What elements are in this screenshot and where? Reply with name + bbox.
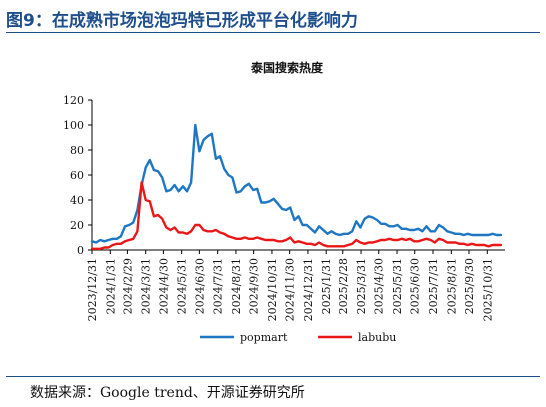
legend: popmart labubu xyxy=(200,331,396,344)
line-chart: 泰国搜索热度 0 20 40 60 80 100 120 2023/12/31 2024/1/3… xyxy=(63,60,505,344)
x-tick-label: 2025/4/30 xyxy=(373,258,386,314)
x-tick-label: 2025/6/30 xyxy=(409,258,422,314)
legend-label-popmart: popmart xyxy=(240,331,288,344)
x-tick-label: 2024/1/31 xyxy=(104,258,117,314)
x-tick-label: 2025/7/31 xyxy=(427,258,440,314)
y-tick-label: 80 xyxy=(70,144,84,157)
y-tick-label: 60 xyxy=(70,169,84,182)
x-tick-label: 2025/9/30 xyxy=(463,258,476,314)
x-tick-label: 2023/12/31 xyxy=(86,258,99,321)
x-tick-label: 2024/4/30 xyxy=(157,258,170,314)
y-tick-label: 100 xyxy=(63,119,84,132)
figure-title: 图9：在成熟市场泡泡玛特已形成平台化影响力 xyxy=(6,11,358,31)
x-tick-label: 2025/2/28 xyxy=(337,258,350,314)
series-lines xyxy=(90,123,503,251)
x-tick-label: 2024/10/31 xyxy=(266,258,279,321)
x-tick-label: 2024/11/30 xyxy=(284,258,297,321)
x-tick-label: 2024/7/31 xyxy=(212,258,225,314)
series-line-popmart xyxy=(90,123,503,244)
x-tick-label: 2024/12/31 xyxy=(302,258,315,321)
y-tick-label: 40 xyxy=(70,194,84,207)
x-tick-label: 2024/5/31 xyxy=(176,258,189,314)
x-tick-label: 2024/2/29 xyxy=(121,258,134,314)
source-note: 数据来源：Google trend、开源证券研究所 xyxy=(30,385,305,401)
x-tick-label: 2025/8/31 xyxy=(445,258,458,314)
y-tick-label: 20 xyxy=(70,219,84,232)
series-line-labubu xyxy=(90,181,503,251)
axes: 0 20 40 60 80 100 120 2023/12/31 2024/1/31 2024/2… xyxy=(63,94,505,321)
x-tick-label: 2025/10/31 xyxy=(481,258,494,321)
y-tick-label: 0 xyxy=(77,244,84,257)
x-tick-label: 2024/6/30 xyxy=(193,258,206,314)
figure-header: 图9：在成熟市场泡泡玛特已形成平台化影响力 xyxy=(6,4,540,33)
y-tick-label: 120 xyxy=(63,94,84,107)
x-tick-label: 2025/1/31 xyxy=(320,258,333,314)
x-tick-label: 2024/8/31 xyxy=(230,258,243,314)
x-tick-label: 2024/9/30 xyxy=(248,258,261,314)
footer-divider xyxy=(6,376,540,377)
legend-label-labubu: labubu xyxy=(358,331,396,344)
chart-title: 泰国搜索热度 xyxy=(250,60,324,75)
x-tick-label: 2024/3/31 xyxy=(140,258,153,314)
x-tick-label: 2025/5/31 xyxy=(391,258,404,314)
x-tick-label: 2025/3/31 xyxy=(355,258,368,314)
